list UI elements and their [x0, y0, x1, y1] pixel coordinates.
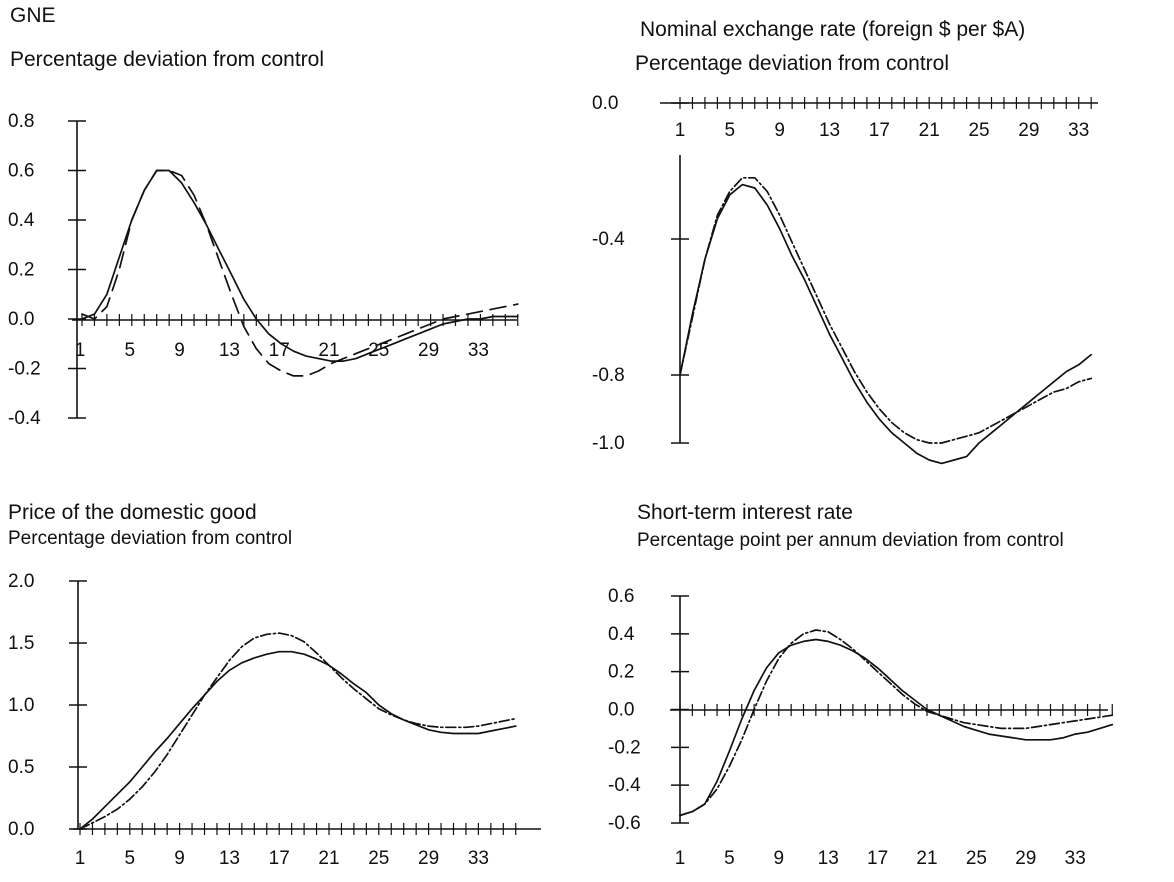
x-tick-label: 33 — [1065, 848, 1086, 869]
series-2-line — [81, 169, 519, 377]
x-tick-label: 17 — [269, 848, 290, 869]
y-tick-label: 0.8 — [8, 111, 34, 132]
series-2-line — [679, 629, 1114, 817]
chart-2-subtitle: Percentage deviation from control — [635, 52, 950, 75]
x-tick-label: 25 — [368, 340, 389, 361]
series-1-line — [81, 169, 519, 362]
x-tick-label: 25 — [966, 848, 987, 869]
y-tick-label: 0.4 — [608, 624, 635, 645]
y-tick-label: 0.0 — [8, 309, 34, 330]
y-tick-label: -0.4 — [608, 775, 641, 796]
y-tick-label: 1.0 — [8, 695, 34, 716]
x-tick-label: 17 — [869, 120, 890, 141]
y-tick-label: -0.8 — [592, 365, 625, 386]
x-tick-label: 13 — [219, 340, 240, 361]
series-1-line — [79, 650, 517, 830]
x-tick-label: 5 — [724, 848, 735, 869]
x-tick-label: 1 — [675, 848, 686, 869]
chart-1: 0.80.60.40.20.0-0.2-0.41 5 9 13 17 21 25 29 33 — [8, 111, 519, 429]
chart-1-title: GNE — [10, 4, 56, 27]
chart-2: 0.0 -0.4 -0.8 -1.0 1 5 9 13 17 21 25 29 33 — [592, 93, 1098, 465]
x-tick-label: 13 — [818, 848, 839, 869]
x-tick-label: 17 — [867, 848, 888, 869]
x-tick-label: 21 — [318, 848, 339, 869]
chart-4-subtitle: Percentage point per annum deviation fro… — [637, 530, 1064, 551]
chart-2-title: Nominal exchange rate (foreign $ per $A) — [640, 18, 1026, 41]
chart-1-subtitle: Percentage deviation from control — [10, 48, 325, 71]
y-tick-label: 0.6 — [608, 586, 634, 607]
x-tick-label: 33 — [468, 848, 489, 869]
x-tick-label: 29 — [1018, 120, 1039, 141]
y-tick-label: -0.2 — [8, 359, 41, 380]
x-tick-label: 9 — [174, 848, 185, 869]
series-1-line — [679, 638, 1114, 817]
y-tick-label: 0.2 — [8, 260, 34, 281]
x-tick-label: 25 — [968, 120, 989, 141]
x-tick-label: 13 — [219, 848, 240, 869]
chart-3: 2.0 1.5 1.0 0.5 0.0 1 5 9 13 17 21 25 29 33 — [8, 571, 541, 869]
y-tick-label: -1.0 — [592, 433, 625, 454]
y-tick-label: 0.6 — [8, 161, 34, 182]
x-tick-label: 29 — [418, 340, 439, 361]
x-tick-label: 21 — [318, 340, 339, 361]
x-tick-label: 33 — [1068, 120, 1089, 141]
series-2-line — [679, 176, 1093, 444]
chart-3-title: Price of the domestic good — [8, 501, 257, 524]
series-2-line — [79, 632, 517, 830]
x-tick-label: 9 — [774, 120, 785, 141]
x-tick-label: 5 — [725, 120, 736, 141]
chart-3-subtitle: Percentage deviation from control — [8, 528, 293, 549]
x-tick-label: 1 — [75, 340, 86, 361]
x-tick-label: 21 — [916, 848, 937, 869]
x-tick-label: 33 — [468, 340, 489, 361]
y-tick-label: 1.5 — [8, 633, 34, 654]
y-tick-label: 0.0 — [608, 700, 634, 721]
series-1-line — [679, 183, 1093, 465]
y-tick-label: -0.6 — [608, 813, 641, 834]
x-tick-label: 5 — [125, 340, 136, 361]
y-tick-label: 0.5 — [8, 757, 34, 778]
y-tick-label: 0.0 — [8, 819, 34, 840]
y-tick-label: -0.4 — [8, 408, 41, 429]
y-tick-label: 0.2 — [608, 662, 634, 683]
x-tick-label: 29 — [1015, 848, 1036, 869]
x-tick-label: 13 — [819, 120, 840, 141]
x-tick-label: 25 — [368, 848, 389, 869]
chart-4-title: Short-term interest rate — [637, 501, 853, 524]
x-tick-label: 29 — [418, 848, 439, 869]
y-tick-label: 0.4 — [8, 210, 35, 231]
chart-4: 0.6 0.4 0.2 0.0 -0.2 -0.4 -0.6 1 5 9 13 17 21 25 29 33 — [608, 586, 1114, 869]
y-tick-label: -0.4 — [592, 229, 625, 250]
x-tick-label: 1 — [675, 120, 686, 141]
x-tick-label: 5 — [125, 848, 136, 869]
y-tick-label: 0.0 — [592, 93, 618, 114]
y-tick-label: 2.0 — [8, 571, 34, 592]
x-tick-label: 1 — [75, 848, 86, 869]
x-tick-label: 9 — [774, 848, 785, 869]
y-tick-label: -0.2 — [608, 737, 641, 758]
x-tick-label: 21 — [919, 120, 940, 141]
x-tick-label: 9 — [174, 340, 185, 361]
